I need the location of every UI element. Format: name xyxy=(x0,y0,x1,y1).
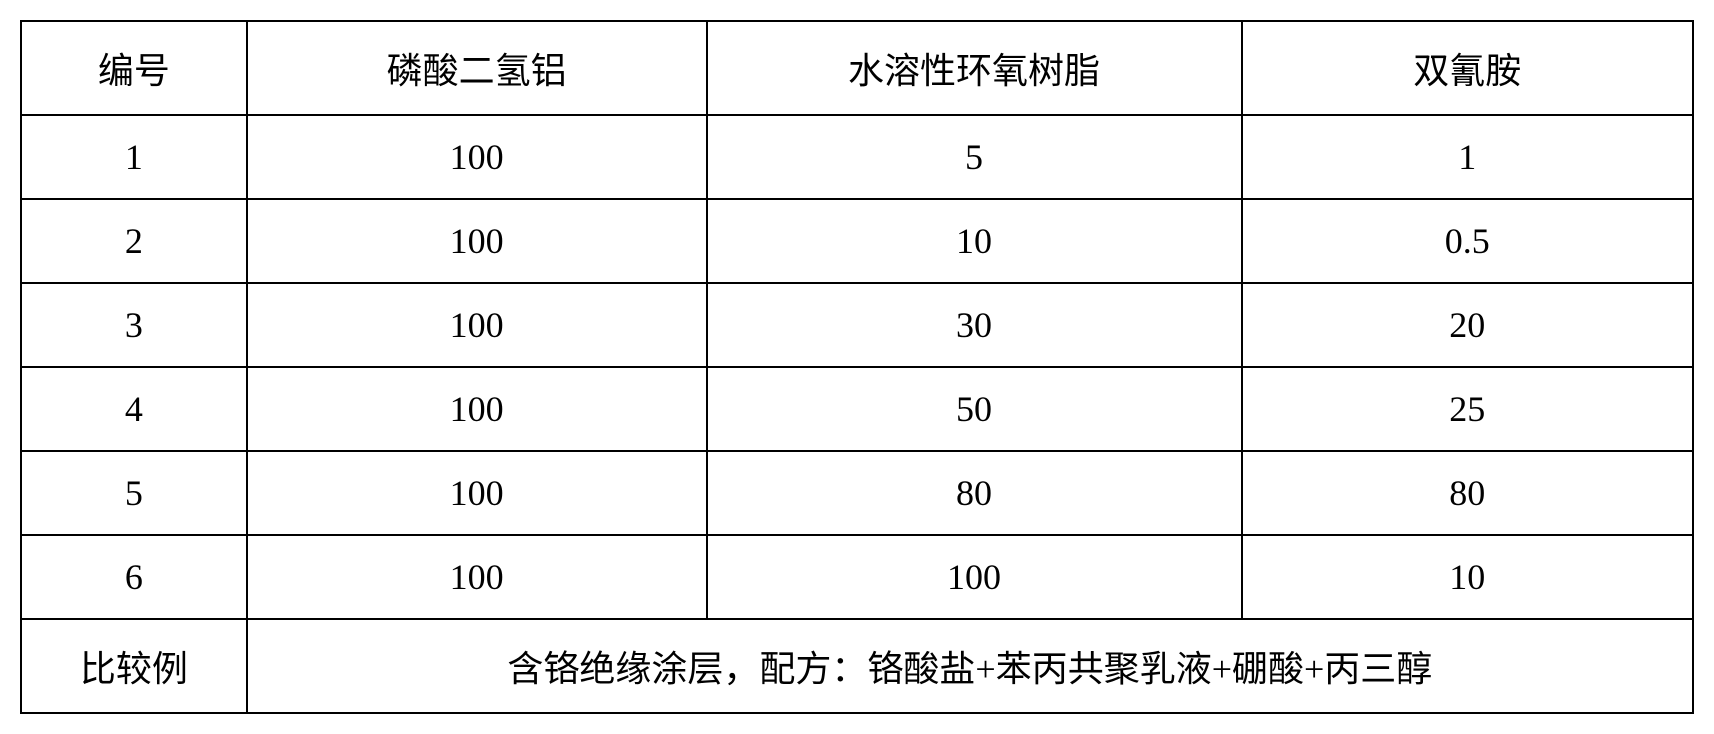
header-col-dicyandiamide: 双氰胺 xyxy=(1242,21,1693,115)
table-row: 1 100 5 1 xyxy=(21,115,1693,199)
cell-number: 6 xyxy=(21,535,247,619)
cell-resin: 30 xyxy=(707,283,1242,367)
cell-number: 5 xyxy=(21,451,247,535)
footer-content: 含铬绝缘涂层，配方：铬酸盐+苯丙共聚乳液+硼酸+丙三醇 xyxy=(247,619,1693,713)
cell-resin: 80 xyxy=(707,451,1242,535)
footer-label: 比较例 xyxy=(21,619,247,713)
cell-number: 3 xyxy=(21,283,247,367)
cell-dicyandiamide: 25 xyxy=(1242,367,1693,451)
cell-resin: 10 xyxy=(707,199,1242,283)
table-row: 6 100 100 10 xyxy=(21,535,1693,619)
cell-dicyandiamide: 20 xyxy=(1242,283,1693,367)
cell-phosphate: 100 xyxy=(247,367,707,451)
cell-dicyandiamide: 10 xyxy=(1242,535,1693,619)
cell-phosphate: 100 xyxy=(247,535,707,619)
cell-number: 2 xyxy=(21,199,247,283)
table-row: 3 100 30 20 xyxy=(21,283,1693,367)
cell-phosphate: 100 xyxy=(247,199,707,283)
cell-resin: 50 xyxy=(707,367,1242,451)
table-footer-row: 比较例 含铬绝缘涂层，配方：铬酸盐+苯丙共聚乳液+硼酸+丙三醇 xyxy=(21,619,1693,713)
table-row: 2 100 10 0.5 xyxy=(21,199,1693,283)
cell-dicyandiamide: 1 xyxy=(1242,115,1693,199)
cell-number: 1 xyxy=(21,115,247,199)
cell-phosphate: 100 xyxy=(247,451,707,535)
cell-phosphate: 100 xyxy=(247,283,707,367)
header-col-resin: 水溶性环氧树脂 xyxy=(707,21,1242,115)
table-row: 5 100 80 80 xyxy=(21,451,1693,535)
cell-dicyandiamide: 80 xyxy=(1242,451,1693,535)
cell-resin: 100 xyxy=(707,535,1242,619)
cell-dicyandiamide: 0.5 xyxy=(1242,199,1693,283)
data-table: 编号 磷酸二氢铝 水溶性环氧树脂 双氰胺 1 100 5 1 2 100 10 … xyxy=(20,20,1694,714)
cell-phosphate: 100 xyxy=(247,115,707,199)
header-col-phosphate: 磷酸二氢铝 xyxy=(247,21,707,115)
cell-number: 4 xyxy=(21,367,247,451)
header-col-number: 编号 xyxy=(21,21,247,115)
table-row: 4 100 50 25 xyxy=(21,367,1693,451)
data-table-container: 编号 磷酸二氢铝 水溶性环氧树脂 双氰胺 1 100 5 1 2 100 10 … xyxy=(20,20,1694,714)
table-header-row: 编号 磷酸二氢铝 水溶性环氧树脂 双氰胺 xyxy=(21,21,1693,115)
cell-resin: 5 xyxy=(707,115,1242,199)
